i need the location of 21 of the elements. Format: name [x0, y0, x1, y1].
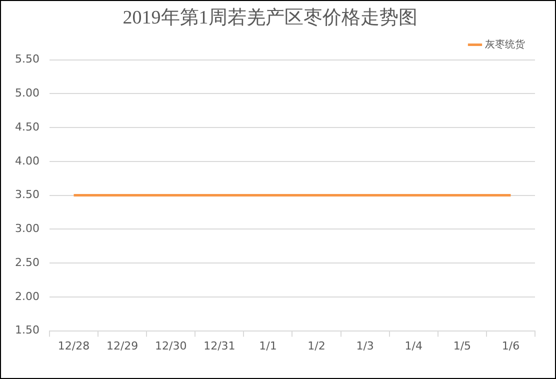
y-tick-label: 5.00 — [14, 86, 40, 100]
x-tick-label: 1/2 — [308, 339, 326, 352]
y-tick-label: 4.50 — [14, 120, 40, 134]
legend-label: 灰枣统货 — [485, 38, 525, 50]
y-tick-label: 2.50 — [14, 256, 40, 269]
x-tick-label: 1/1 — [259, 339, 277, 352]
y-tick-label: 5.50 — [14, 52, 40, 66]
x-tick-label: 1/5 — [453, 339, 472, 352]
x-tick-label: 12/28 — [58, 339, 90, 352]
y-tick-label: 3.50 — [14, 188, 40, 202]
x-tick-label: 1/4 — [404, 339, 422, 352]
x-tick-label: 12/31 — [204, 339, 236, 352]
x-tick-label: 1/6 — [502, 339, 520, 352]
x-tick-label: 12/29 — [106, 339, 138, 352]
x-tick-label: 1/3 — [356, 339, 374, 352]
chart-title: 2019年第1周若羌产区枣价格走势图 — [122, 7, 418, 28]
y-tick-label: 4.00 — [14, 154, 40, 168]
y-tick-label: 2.00 — [14, 290, 40, 303]
y-tick-label: 3.00 — [14, 222, 40, 236]
x-tick-label: 12/30 — [155, 339, 187, 352]
y-tick-label: 1.50 — [14, 324, 40, 337]
